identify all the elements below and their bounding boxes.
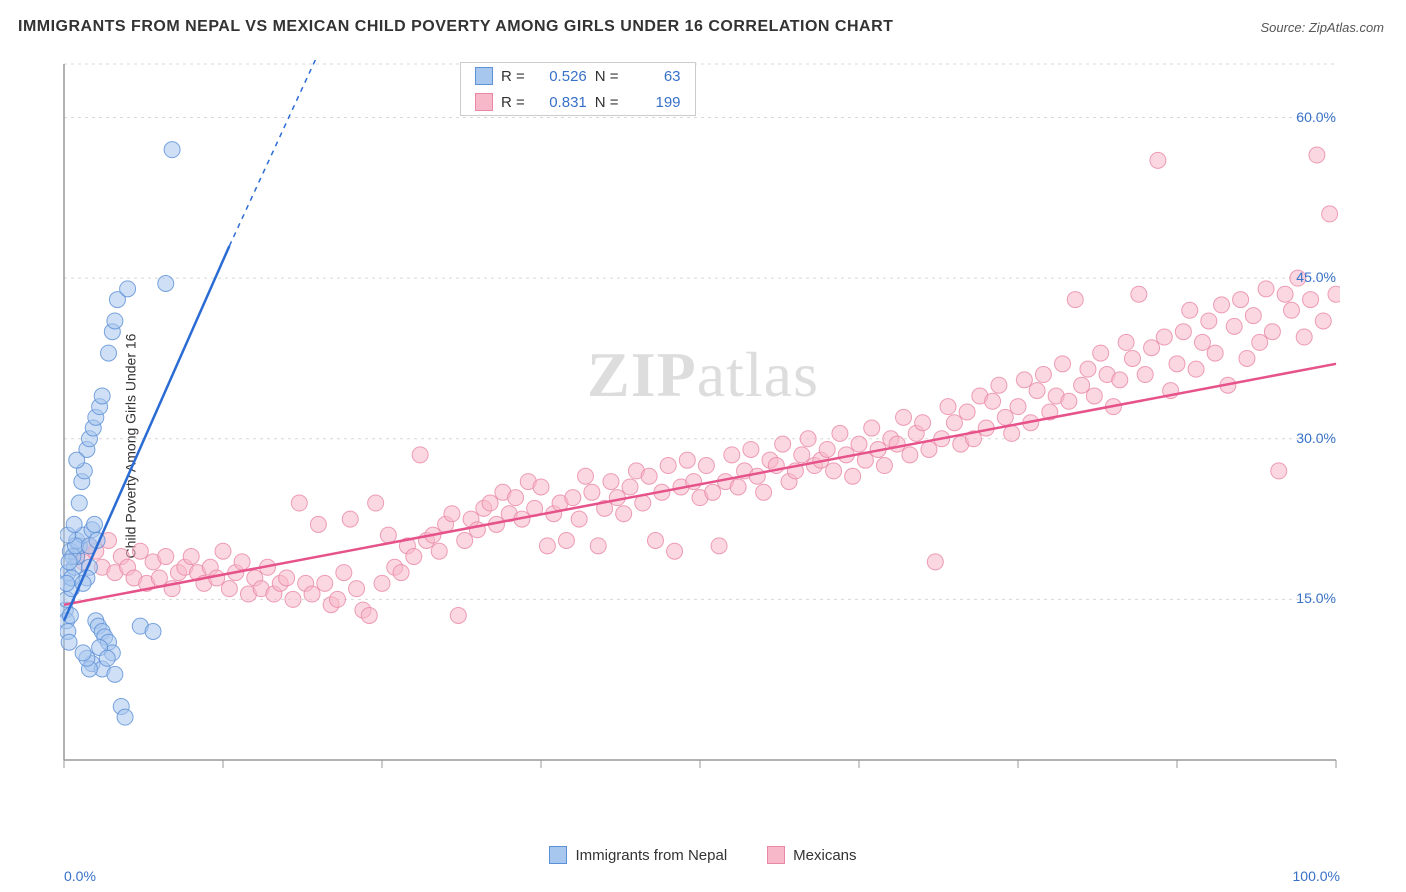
scatter-svg (60, 60, 1340, 800)
legend-row-nepal: R = 0.526 N = 63 (461, 63, 695, 89)
swatch-icon (549, 846, 567, 864)
chart-title: IMMIGRANTS FROM NEPAL VS MEXICAN CHILD P… (18, 18, 893, 36)
legend-r-value: 0.831 (533, 94, 587, 111)
legend-item-nepal: Immigrants from Nepal (549, 846, 727, 864)
legend-r-label: R = (501, 94, 525, 111)
source-attribution: Source: ZipAtlas.com (1260, 20, 1384, 35)
chart-container: IMMIGRANTS FROM NEPAL VS MEXICAN CHILD P… (0, 0, 1406, 892)
legend-item-label: Mexicans (793, 847, 856, 864)
x-axis-max-label: 100.0% (1293, 868, 1340, 884)
legend-r-value: 0.526 (533, 68, 587, 85)
legend-n-value: 199 (627, 94, 681, 111)
legend-row-mexicans: R = 0.831 N = 199 (461, 89, 695, 115)
correlation-legend: R = 0.526 N = 63 R = 0.831 N = 199 (460, 62, 696, 116)
y-tick-label: 15.0% (1296, 590, 1336, 606)
y-tick-label: 30.0% (1296, 430, 1336, 446)
legend-n-label: N = (595, 68, 619, 85)
swatch-icon (475, 93, 493, 111)
legend-n-label: N = (595, 94, 619, 111)
legend-n-value: 63 (627, 68, 681, 85)
x-axis-min-label: 0.0% (64, 868, 96, 884)
legend-r-label: R = (501, 68, 525, 85)
legend-item-label: Immigrants from Nepal (575, 847, 727, 864)
legend-item-mexicans: Mexicans (767, 846, 856, 864)
swatch-icon (475, 67, 493, 85)
series-legend: Immigrants from Nepal Mexicans (0, 846, 1406, 864)
swatch-icon (767, 846, 785, 864)
y-tick-label: 60.0% (1296, 109, 1336, 125)
plot-area (60, 60, 1340, 800)
y-tick-label: 45.0% (1296, 269, 1336, 285)
